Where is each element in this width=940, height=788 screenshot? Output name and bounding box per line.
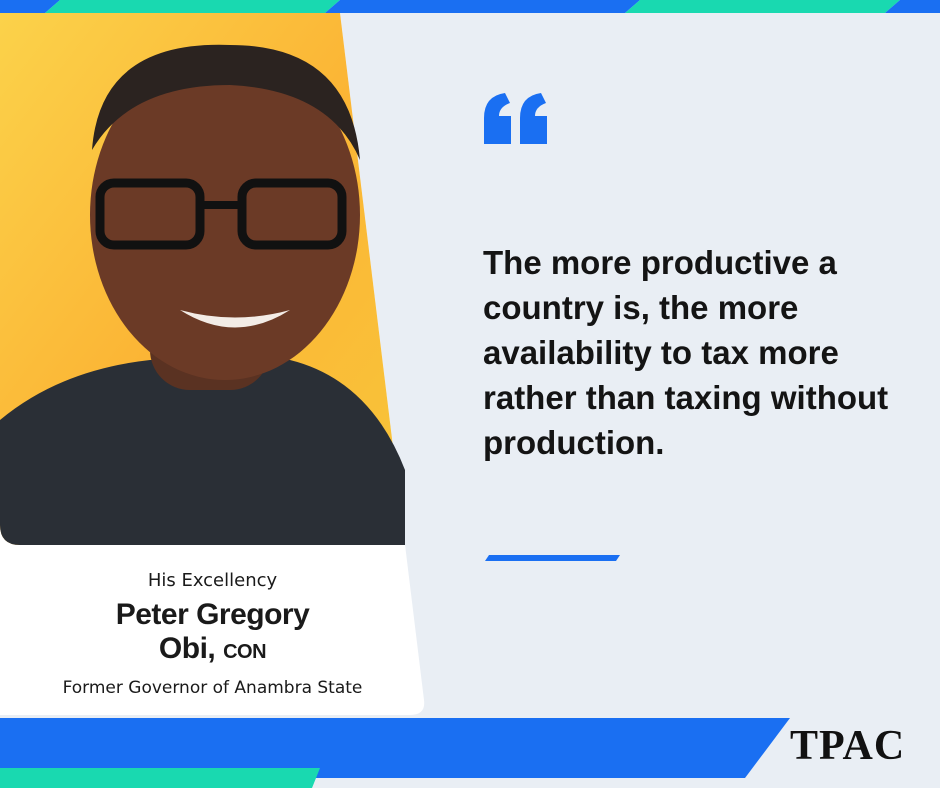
bottom-stripe — [0, 768, 320, 788]
portrait-face — [90, 50, 360, 380]
portrait-glasses — [237, 178, 347, 250]
divider — [485, 555, 620, 561]
portrait-shirt — [0, 360, 405, 545]
name-suffix: CON — [223, 641, 267, 663]
stripe — [0, 0, 60, 13]
quote-mark — [484, 93, 547, 144]
stripe — [45, 0, 340, 13]
quote-text: The more productive a country is, the mo… — [483, 244, 889, 461]
bottom-band — [0, 718, 790, 778]
stripe — [885, 0, 940, 13]
portrait-hair — [92, 44, 360, 160]
honorific: His Excellency — [147, 570, 278, 591]
brand-logo: TPAC — [790, 723, 906, 769]
stripe — [325, 0, 640, 13]
role: Former Governor of Anambra State — [62, 678, 363, 698]
person-name: Peter Gregory Obi, CON — [0, 598, 425, 669]
portrait-glasses — [95, 178, 205, 250]
stripe — [625, 0, 900, 13]
name: Peter Gregory Obi, — [115, 598, 310, 665]
portrait-smile — [180, 310, 290, 328]
